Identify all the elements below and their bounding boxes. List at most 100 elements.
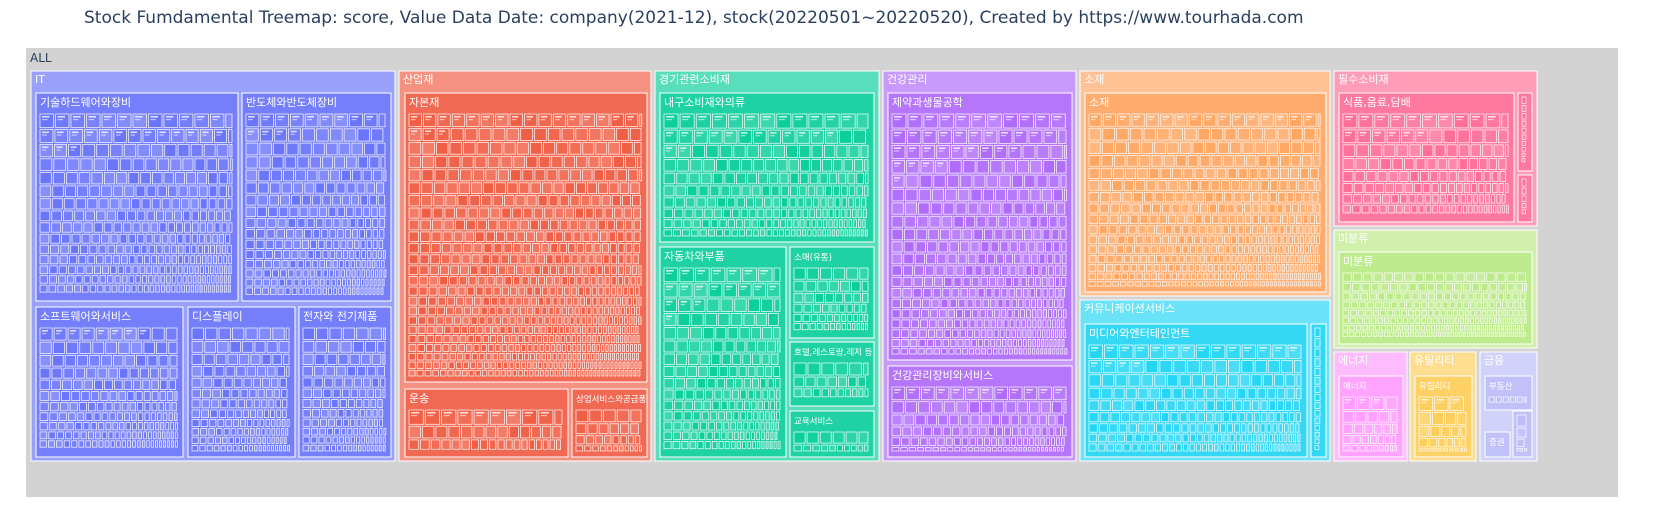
stock-tile[interactable] — [930, 309, 939, 319]
stock-tile[interactable] — [131, 198, 141, 210]
stock-tile[interactable] — [999, 174, 1011, 188]
stock-tile[interactable] — [1295, 423, 1300, 433]
stock-tile[interactable] — [530, 296, 537, 306]
stock-tile[interactable] — [865, 172, 869, 185]
stock-tile[interactable] — [716, 421, 723, 431]
stock-tile[interactable] — [113, 402, 121, 412]
stock-tile[interactable] — [231, 327, 245, 340]
stock-tile[interactable] — [1435, 301, 1442, 309]
stock-tile[interactable] — [1352, 272, 1363, 282]
stock-tile[interactable] — [63, 440, 71, 448]
stock-tile[interactable] — [1179, 180, 1189, 191]
stock-tile[interactable] — [171, 275, 177, 284]
stock-tile[interactable] — [1448, 158, 1458, 170]
stock-tile[interactable] — [177, 143, 190, 158]
stock-tile[interactable] — [529, 369, 534, 377]
stock-tile[interactable] — [1416, 194, 1424, 204]
stock-tile[interactable] — [603, 254, 610, 265]
stock-tile[interactable] — [1314, 348, 1321, 358]
stock-tile[interactable] — [597, 369, 601, 377]
stock-tile[interactable] — [1192, 141, 1205, 154]
stock-tile[interactable] — [1088, 214, 1099, 225]
stock-tile[interactable] — [571, 254, 579, 265]
stock-tile[interactable] — [1106, 443, 1114, 452]
stock-tile[interactable] — [1214, 192, 1224, 203]
stock-tile[interactable] — [111, 284, 118, 293]
stock-tile[interactable] — [767, 340, 776, 353]
stock-tile[interactable] — [1283, 433, 1288, 443]
stock-tile[interactable] — [512, 369, 518, 377]
stock-tile[interactable] — [496, 361, 502, 369]
stock-tile[interactable] — [961, 426, 970, 437]
stock-tile[interactable] — [1110, 412, 1120, 423]
stock-tile[interactable] — [715, 327, 727, 340]
stock-tile[interactable] — [575, 409, 589, 423]
stock-tile[interactable] — [1448, 171, 1457, 182]
stock-tile[interactable] — [979, 309, 986, 319]
stock-tile[interactable] — [382, 353, 386, 365]
stock-tile[interactable] — [260, 113, 274, 128]
stock-tile[interactable] — [1404, 272, 1414, 282]
stock-tile[interactable] — [166, 275, 171, 284]
stock-tile[interactable] — [1017, 160, 1030, 174]
stock-tile[interactable] — [589, 409, 602, 423]
stock-tile[interactable] — [746, 340, 756, 353]
stock-tile[interactable] — [891, 309, 901, 319]
stock-tile[interactable] — [1149, 214, 1158, 225]
stock-tile[interactable] — [901, 309, 911, 319]
stock-tile[interactable] — [891, 160, 906, 174]
stock-tile[interactable] — [809, 322, 816, 331]
stock-tile[interactable] — [729, 366, 738, 377]
stock-tile[interactable] — [1231, 235, 1237, 245]
stock-tile[interactable] — [926, 414, 937, 426]
stock-tile[interactable] — [1426, 324, 1430, 331]
stock-tile[interactable] — [1013, 276, 1020, 287]
stock-tile[interactable] — [1429, 331, 1433, 337]
stock-tile[interactable] — [970, 188, 982, 202]
stock-tile[interactable] — [1369, 292, 1377, 301]
stock-tile[interactable] — [1456, 301, 1463, 309]
stock-tile[interactable] — [487, 219, 498, 231]
stock-tile[interactable] — [833, 267, 846, 280]
stock-tile[interactable] — [1489, 324, 1492, 331]
stock-tile[interactable] — [88, 431, 94, 440]
stock-tile[interactable] — [366, 269, 370, 278]
stock-tile[interactable] — [1261, 281, 1265, 287]
stock-tile[interactable] — [265, 418, 271, 427]
stock-tile[interactable] — [1100, 192, 1111, 203]
stock-tile[interactable] — [1456, 183, 1463, 194]
stock-tile[interactable] — [145, 233, 153, 244]
stock-tile[interactable] — [1489, 317, 1493, 324]
stock-tile[interactable] — [1252, 263, 1257, 272]
stock-tile[interactable] — [1501, 113, 1509, 129]
stock-tile[interactable] — [1351, 292, 1360, 301]
stock-tile[interactable] — [1523, 317, 1527, 324]
stock-tile[interactable] — [1037, 338, 1041, 348]
stock-tile[interactable] — [1221, 180, 1230, 191]
stock-tile[interactable] — [526, 286, 534, 296]
stock-tile[interactable] — [583, 276, 590, 286]
stock-tile[interactable] — [579, 296, 585, 306]
stock-tile[interactable] — [773, 208, 780, 219]
stock-tile[interactable] — [374, 436, 378, 444]
stock-tile[interactable] — [174, 422, 178, 431]
stock-tile[interactable] — [215, 353, 227, 365]
stock-tile[interactable] — [327, 287, 332, 295]
stock-tile[interactable] — [1220, 272, 1225, 281]
industry-3-0[interactable]: 제약과생물공학 — [887, 92, 1073, 361]
stock-tile[interactable] — [1251, 443, 1255, 452]
stock-tile[interactable] — [109, 391, 118, 401]
stock-tile[interactable] — [687, 185, 698, 197]
stock-tile[interactable] — [1048, 309, 1053, 319]
stock-tile[interactable] — [1304, 225, 1310, 235]
stock-tile[interactable] — [1289, 412, 1295, 423]
stock-tile[interactable] — [1197, 412, 1205, 423]
stock-tile[interactable] — [1302, 214, 1309, 225]
stock-tile[interactable] — [1361, 435, 1369, 445]
stock-tile[interactable] — [276, 366, 286, 377]
stock-tile[interactable] — [331, 399, 339, 409]
stock-tile[interactable] — [835, 362, 849, 376]
stock-tile[interactable] — [836, 444, 843, 452]
stock-tile[interactable] — [575, 445, 584, 452]
stock-tile[interactable] — [915, 414, 926, 426]
